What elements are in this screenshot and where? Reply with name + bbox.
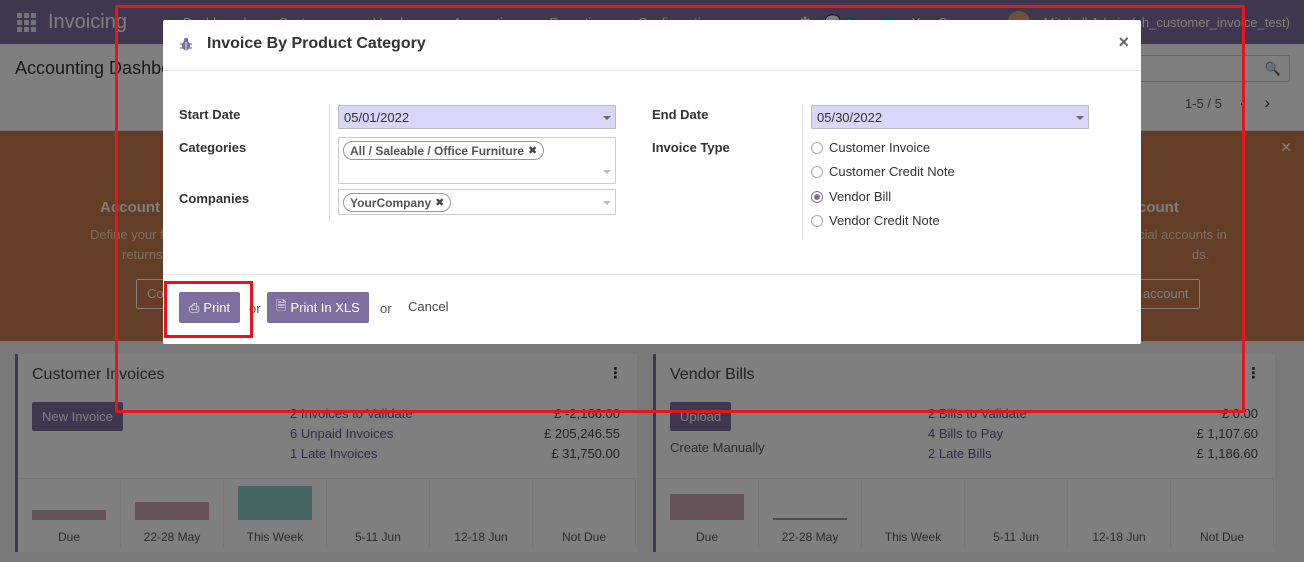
chevron-down-icon [603, 170, 611, 174]
categories-field[interactable]: All / Saleable / Office Furniture ✖ [338, 137, 616, 184]
highlight-print-button [164, 281, 253, 338]
file-excel-icon: 🗎 [276, 297, 287, 313]
chevron-down-icon [603, 116, 611, 120]
companies-label: Companies [179, 191, 250, 206]
radio-customer-credit-note[interactable]: Customer Credit Note [811, 164, 955, 179]
radio-button[interactable] [811, 214, 823, 227]
dialog-header: Invoice By Product Category × [163, 20, 1141, 71]
chevron-down-icon [603, 201, 611, 205]
start-date-label: Start Date [179, 107, 241, 122]
close-icon[interactable]: × [1118, 32, 1129, 52]
remove-tag-icon[interactable]: ✖ [435, 197, 445, 209]
printer-icon: ⎙ [189, 299, 200, 315]
category-tag: All / Saleable / Office Furniture ✖ [343, 141, 545, 160]
radio-button-selected[interactable] [811, 190, 823, 203]
end-date-label: End Date [652, 107, 709, 122]
categories-label: Categories [179, 140, 247, 155]
highlight-dialog-box [115, 5, 1245, 413]
start-date-field[interactable]: 05/01/2022 [338, 105, 616, 129]
bug-icon [180, 37, 192, 51]
column-divider [329, 104, 330, 222]
dialog-title: Invoice By Product Category [207, 35, 426, 52]
or-text: or [380, 301, 392, 316]
print-button[interactable]: ⎙ Print [179, 292, 241, 323]
invoice-type-label: Invoice Type [652, 140, 730, 155]
column-divider [802, 104, 803, 240]
end-date-field[interactable]: 05/30/2022 [811, 105, 1089, 129]
radio-button[interactable] [811, 141, 823, 154]
chevron-down-icon [1076, 116, 1084, 120]
dialog-body: Start Date 05/01/2022 Categories All / S… [163, 71, 1141, 275]
dialog-footer: ⎙ Print or 🗎 Print In XLS or Cancel [163, 274, 1141, 344]
cancel-button[interactable]: Cancel [408, 299, 449, 314]
invoice-by-category-dialog: Invoice By Product Category × Start Date… [163, 20, 1141, 344]
company-tag: YourCompany ✖ [343, 193, 452, 212]
radio-vendor-bill[interactable]: Vendor Bill [811, 189, 891, 204]
print-xls-button[interactable]: 🗎 Print In XLS [267, 292, 369, 323]
companies-field[interactable]: YourCompany ✖ [338, 189, 616, 215]
remove-tag-icon[interactable]: ✖ [528, 145, 538, 157]
radio-button[interactable] [811, 165, 823, 178]
radio-vendor-credit-note[interactable]: Vendor Credit Note [811, 213, 940, 228]
radio-customer-invoice[interactable]: Customer Invoice [811, 140, 930, 155]
or-text: or [249, 301, 261, 316]
